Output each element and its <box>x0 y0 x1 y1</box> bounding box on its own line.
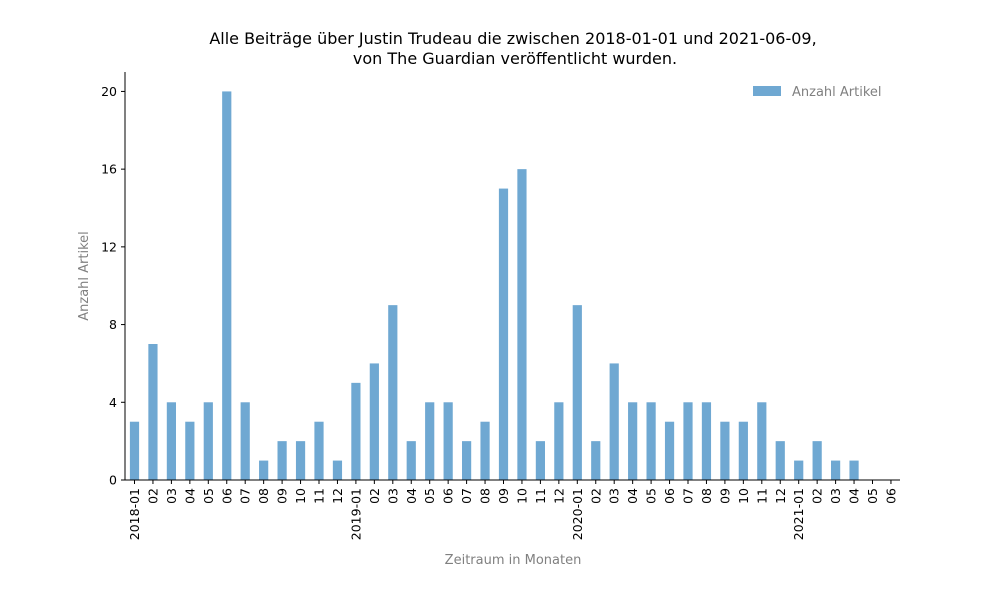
bar-29 <box>664 421 675 480</box>
legend-swatch <box>753 86 781 96</box>
x-tick-label-32: 09 <box>717 488 732 504</box>
bar-39 <box>849 460 859 480</box>
bar-20 <box>498 188 509 481</box>
bar-1 <box>148 344 158 480</box>
bar-21 <box>517 169 527 480</box>
x-tick-label-20: 09 <box>496 488 511 504</box>
bar-6 <box>240 402 250 480</box>
x-tick-label-34: 11 <box>754 488 769 504</box>
x-tick-label-5: 06 <box>219 488 234 504</box>
x-tick-label-1: 02 <box>145 488 160 504</box>
x-tick-label-8: 09 <box>275 488 290 504</box>
x-tick-label-38: 03 <box>828 488 843 504</box>
y-tick-label-0: 0 <box>109 473 117 488</box>
bar-8 <box>277 441 287 480</box>
x-tick-label-12: 2019-01 <box>348 488 363 540</box>
bar-24 <box>572 305 582 480</box>
x-tick-label-19: 08 <box>478 488 493 504</box>
bars-group <box>129 91 859 481</box>
x-tick-label-3: 04 <box>182 488 197 504</box>
bar-27 <box>628 402 638 480</box>
x-tick-label-41: 06 <box>883 488 898 504</box>
x-tick-label-33: 10 <box>736 488 751 504</box>
bar-25 <box>591 441 601 480</box>
x-tick-label-14: 03 <box>385 488 400 504</box>
bar-34 <box>757 402 767 480</box>
x-tick-label-39: 04 <box>847 488 862 504</box>
x-tick-label-21: 10 <box>514 488 529 504</box>
y-ticks: 0 4 8 12 16 20 <box>101 84 125 488</box>
x-tick-label-29: 06 <box>662 488 677 504</box>
x-tick-label-10: 11 <box>312 488 327 504</box>
x-ticks: 2018-01 02 03 04 05 06 07 08 09 10 11 12 2019-01 02 03… <box>127 480 898 540</box>
bar-2 <box>166 402 176 480</box>
bar-26 <box>609 363 619 480</box>
bar-15 <box>406 441 416 480</box>
bar-33 <box>738 421 748 480</box>
x-tick-label-4: 05 <box>201 488 216 504</box>
bar-19 <box>480 421 490 480</box>
bar-36 <box>794 460 804 480</box>
bar-32 <box>720 421 730 480</box>
x-tick-label-26: 03 <box>607 488 622 504</box>
bar-10 <box>314 421 324 480</box>
bar-22 <box>535 441 545 480</box>
x-tick-label-7: 08 <box>256 488 271 504</box>
legend: Anzahl Artikel <box>753 85 882 100</box>
x-tick-label-6: 07 <box>238 488 253 504</box>
bar-38 <box>831 460 841 480</box>
bar-14 <box>388 305 398 480</box>
bar-3 <box>185 421 195 480</box>
bar-7 <box>259 460 269 480</box>
bar-13 <box>369 363 379 480</box>
y-tick-label-1: 4 <box>109 395 117 410</box>
legend-label: Anzahl Artikel <box>792 85 882 100</box>
bar-31 <box>701 402 712 480</box>
x-tick-label-13: 02 <box>367 488 382 504</box>
x-tick-label-9: 10 <box>293 488 308 504</box>
x-tick-label-18: 07 <box>459 488 474 504</box>
x-tick-label-35: 12 <box>773 488 788 504</box>
x-tick-label-11: 12 <box>330 488 345 504</box>
bar-12 <box>351 382 361 480</box>
bar-17 <box>443 402 453 480</box>
x-tick-label-22: 11 <box>533 488 548 504</box>
y-tick-label-3: 12 <box>101 239 117 254</box>
x-tick-label-16: 05 <box>422 488 437 504</box>
x-tick-label-17: 06 <box>441 488 456 504</box>
x-tick-label-15: 04 <box>404 488 419 504</box>
y-tick-label-2: 8 <box>109 317 117 332</box>
bar-16 <box>425 402 435 480</box>
bar-37 <box>812 441 822 480</box>
x-tick-label-25: 02 <box>588 488 603 504</box>
y-tick-label-5: 20 <box>101 84 117 99</box>
x-tick-label-37: 02 <box>810 488 825 504</box>
x-tick-label-2: 03 <box>164 488 179 504</box>
x-tick-label-31: 08 <box>699 488 714 504</box>
bar-30 <box>683 402 693 480</box>
bar-0 <box>129 421 140 480</box>
bar-4 <box>203 402 213 480</box>
bar-11 <box>332 460 343 480</box>
bar-9 <box>295 441 306 480</box>
bar-28 <box>646 402 656 480</box>
chart-title: Alle Beiträge über Justin Trudeau die zw… <box>209 29 816 48</box>
x-tick-label-30: 07 <box>681 488 696 504</box>
bar-35 <box>775 441 785 480</box>
y-tick-label-4: 16 <box>101 162 117 177</box>
bar-18 <box>462 441 472 480</box>
bar-23 <box>554 402 564 480</box>
bar-5 <box>222 91 232 480</box>
x-tick-label-23: 12 <box>551 488 566 504</box>
x-axis-label: Zeitraum in Monaten <box>445 553 582 568</box>
x-tick-label-36: 2021-01 <box>791 488 806 540</box>
x-tick-label-28: 05 <box>644 488 659 504</box>
x-tick-label-40: 05 <box>865 488 880 504</box>
chart-subtitle: von The Guardian veröffentlicht wurden. <box>353 49 677 68</box>
y-axis-label: Anzahl Artikel <box>77 231 92 321</box>
x-tick-label-27: 04 <box>625 488 640 504</box>
x-tick-label-24: 2020-01 <box>570 488 585 540</box>
x-tick-label-0: 2018-01 <box>127 488 142 540</box>
